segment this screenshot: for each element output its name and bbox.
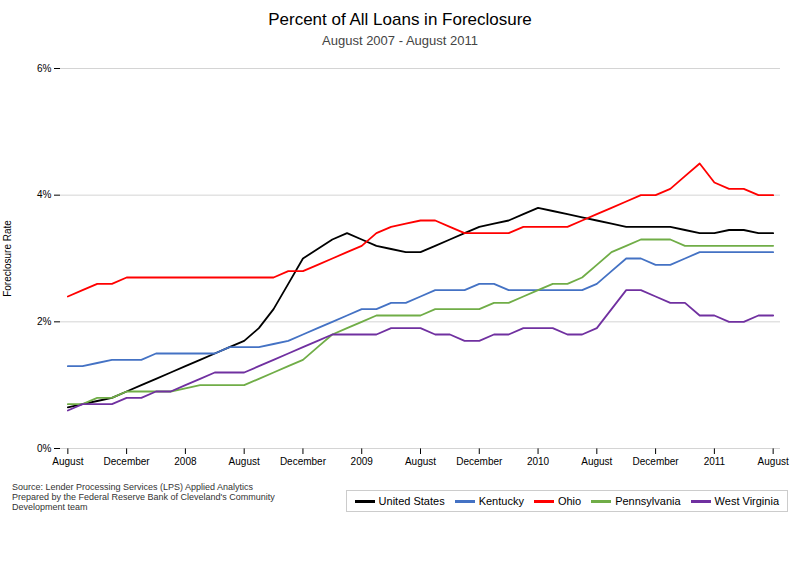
html-text:United States: United States <box>378 495 445 507</box>
svg-text:August: August <box>405 456 436 467</box>
svg-text:August: August <box>52 456 83 467</box>
svg-text:Foreclosure Rate: Foreclosure Rate <box>2 220 13 297</box>
svg-text:December: December <box>633 456 680 467</box>
html-text:Source: Lender Processing Serv: Source: Lender Processing Services (LPS)… <box>12 482 275 512</box>
svg-text:6%: 6% <box>37 63 52 74</box>
svg-text:December: December <box>456 456 503 467</box>
svg-text:0%: 0% <box>37 443 52 454</box>
svg-text:2011: 2011 <box>704 456 726 467</box>
svg-text:August: August <box>581 456 612 467</box>
html-text:Ohio: Ohio <box>557 495 582 507</box>
html-text:West Virginia: West Virginia <box>714 495 779 507</box>
svg-text:August: August <box>758 456 789 467</box>
html-text:August 2007 - August 2011: August 2007 - August 2011 <box>322 33 478 48</box>
svg-text:2010: 2010 <box>527 456 550 467</box>
svg-text:4%: 4% <box>37 189 52 200</box>
svg-text:August: August <box>229 456 260 467</box>
svg-text:2008: 2008 <box>174 456 197 467</box>
svg-text:2%: 2% <box>37 316 52 327</box>
html-text:Kentucky: Kentucky <box>478 495 524 507</box>
svg-text:December: December <box>104 456 151 467</box>
html-text:Percent of All Loans in Forecl: Percent of All Loans in Foreclosure <box>268 10 532 29</box>
svg-text:2009: 2009 <box>351 456 374 467</box>
svg-text:December: December <box>280 456 327 467</box>
html-text:Pennsylvania: Pennsylvania <box>615 495 681 507</box>
